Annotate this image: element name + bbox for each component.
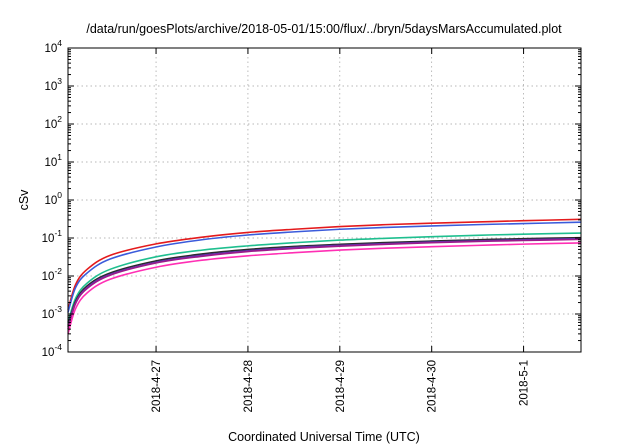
series-line — [67, 232, 582, 323]
tick-layer: 10-4 10-3 10-2 10-1 100 101 102 103 104 2018-4-27… — [42, 38, 581, 412]
series-layer — [67, 218, 582, 335]
series-line — [67, 242, 582, 335]
grid-layer — [68, 48, 581, 352]
series-line — [67, 238, 582, 330]
x-axis-label: Coordinated Universal Time (UTC) — [228, 430, 420, 444]
y-tick-label: 10-1 — [42, 228, 63, 245]
y-tick-label: 104 — [44, 38, 62, 55]
series-line — [67, 236, 582, 326]
series-line — [67, 218, 582, 310]
y-tick-label: 102 — [44, 114, 62, 131]
chart-title: /data/run/goesPlots/archive/2018-05-01/1… — [86, 22, 562, 36]
x-tick-label: 2018-4-30 — [427, 360, 439, 412]
y-tick-label: 100 — [44, 190, 62, 207]
x-tick-label: 2018-5-1 — [519, 360, 531, 406]
y-tick-label: 10-2 — [42, 266, 63, 283]
x-tick-label: 2018-4-29 — [335, 360, 347, 412]
x-tick-label: 2018-4-28 — [243, 360, 255, 412]
y-tick-label: 103 — [44, 76, 62, 93]
y-tick-label: 10-3 — [42, 304, 63, 321]
y-tick-label: 101 — [44, 152, 62, 169]
series-line — [67, 221, 582, 313]
y-axis-label: cSv — [17, 189, 31, 211]
y-tick-label: 10-4 — [42, 342, 63, 359]
x-tick-label: 2018-4-27 — [151, 360, 163, 412]
